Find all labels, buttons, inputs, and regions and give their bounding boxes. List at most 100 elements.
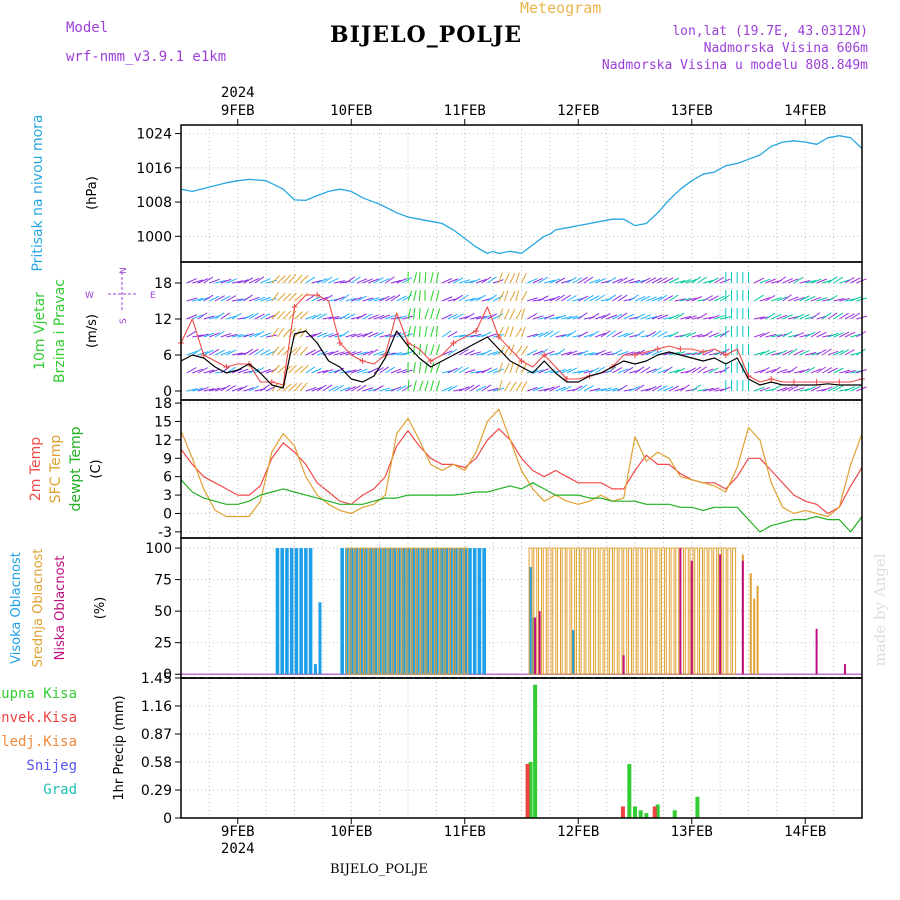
wind-arrow-178 (220, 366, 231, 374)
wind-arrow-930 (833, 298, 845, 302)
wind-arrow-371 (379, 314, 391, 320)
wind-arrow-248 (277, 365, 287, 374)
compass-e: E (150, 291, 156, 301)
wind-arrow-313 (334, 280, 346, 284)
wind-arrow-555 (526, 349, 538, 356)
wind-arrow-779 (708, 352, 720, 356)
cloud-bar-high-997 (308, 548, 313, 675)
wind-label-1: 10m Vjetar (32, 292, 48, 370)
wind-arrow-257 (288, 274, 297, 284)
wind-arrow-666 (617, 332, 629, 338)
wind-arrow-452 (441, 386, 453, 392)
wind-arrow-153 (203, 294, 214, 302)
cloud-bar-extra-1108 (534, 617, 537, 675)
wind-arrow-145 (197, 278, 209, 284)
precip-bar-1138 (525, 763, 530, 818)
wind-arrow-770 (703, 316, 714, 320)
wind-arrow-897 (805, 331, 816, 338)
wind-arrow-725 (663, 385, 674, 392)
wind-arrow-587 (555, 294, 565, 302)
wind-arrow-133 (186, 314, 198, 320)
wind-arrow-472 (458, 367, 469, 374)
ytick-label-temp-4: 6 (163, 470, 172, 486)
wind-arrow-931 (833, 312, 844, 320)
ytick-label-precip-2: 0.87 (141, 727, 172, 743)
cloud-bar-mid-1078 (613, 547, 618, 675)
wind-arrow-573 (544, 297, 555, 302)
cloud-label-1: Srednja Oblacnost (31, 549, 46, 668)
wind-arrow-633 (589, 367, 600, 374)
wind-arrow-180 (226, 278, 237, 284)
cloud-bar-mid-1034 (345, 547, 350, 675)
wind-arrow-936 (839, 279, 850, 284)
wind-arrow-919 (821, 348, 832, 356)
wind-arrow-259 (288, 310, 297, 320)
wind-arrow-274 (299, 328, 308, 338)
wind-arrow-551 (526, 278, 538, 284)
wind-arrow-673 (623, 331, 634, 338)
ytick-label-wind-3: 0 (163, 384, 172, 400)
pressure-line (180, 135, 863, 255)
wind-arrow-132 (186, 297, 198, 302)
compass-n: N (119, 267, 129, 274)
wind-arrow-657 (612, 294, 622, 302)
wind-arrow-711 (651, 385, 662, 392)
wind-arrow-213 (248, 368, 260, 374)
wind-arrow-246 (277, 327, 285, 338)
wind-gust-marker-42 (654, 346, 661, 352)
cloud-bar-mid-1037 (360, 547, 365, 675)
wind-arrow-201 (243, 277, 254, 284)
ytick-label-wind-1: 12 (154, 312, 172, 328)
wind-arrow-142 (192, 348, 202, 356)
wind-arrow-554 (527, 333, 538, 338)
wind-arrow-530 (509, 272, 516, 284)
wind-arrow-143 (192, 368, 203, 374)
wind-arrow-245 (277, 310, 286, 320)
wind-arrow-232 (266, 334, 278, 338)
wind-arrow-524 (504, 290, 509, 302)
wind-arrow-292 (316, 278, 328, 284)
wind-arrow-541 (515, 345, 523, 356)
day-label-bottom-3: 12FEB (557, 824, 599, 840)
wind-arrow-691 (640, 277, 651, 284)
wind-arrow-162 (209, 332, 220, 338)
cloud-bar-mid-1058 (459, 547, 464, 675)
wind-arrow-885 (793, 369, 805, 374)
cloud-bar-extra-1030 (318, 602, 322, 675)
wind-arrow-948 (844, 370, 856, 374)
wind-arrow-755 (691, 296, 702, 302)
wind-arrow-740 (680, 279, 692, 284)
wind-arrow-586 (555, 277, 566, 284)
wind-arrow-838 (759, 278, 771, 284)
wind-arrow-155 (203, 332, 215, 338)
wind-arrow-368 (373, 385, 384, 392)
wind-arrow-941 (839, 369, 851, 374)
wind-arrow-505 (487, 333, 499, 338)
precip-unit: 1hr Precip (mm) (112, 695, 127, 800)
cloud-bar-mid-1057 (454, 547, 459, 675)
wind-arrow-831 (753, 277, 765, 284)
cloud-bar-mid-1081 (627, 547, 632, 675)
wind-arrow-703 (646, 368, 657, 374)
wind-arrow-895 (805, 295, 816, 302)
wind-arrow-207 (243, 387, 255, 392)
wind-arrow-628 (589, 278, 601, 284)
day-label-bottom-2: 11FEB (444, 824, 486, 840)
wind-arrow-724 (663, 366, 673, 374)
cloud-bar-high-1008 (387, 548, 392, 675)
cloud-bar-extra-1111 (679, 548, 682, 675)
wind-arrow-578 (544, 386, 555, 392)
wind-arrow-702 (646, 349, 657, 356)
wind-arrow-299 (322, 276, 333, 284)
cloud-bar-mid-1065 (552, 547, 557, 675)
wind-arrow-298 (316, 384, 327, 392)
day-label-top-0: 9FEB (221, 103, 255, 119)
wind-arrow-391 (396, 295, 407, 302)
wind-arrow-506 (487, 351, 499, 356)
wind-arrow-263 (288, 383, 298, 392)
wind-arrow-364 (373, 314, 385, 320)
wind-arrow-283 (305, 366, 316, 374)
precip-bar-1133 (638, 810, 643, 818)
wind-arrow-194 (237, 279, 249, 284)
cloud-bar-mid-1055 (445, 547, 450, 675)
